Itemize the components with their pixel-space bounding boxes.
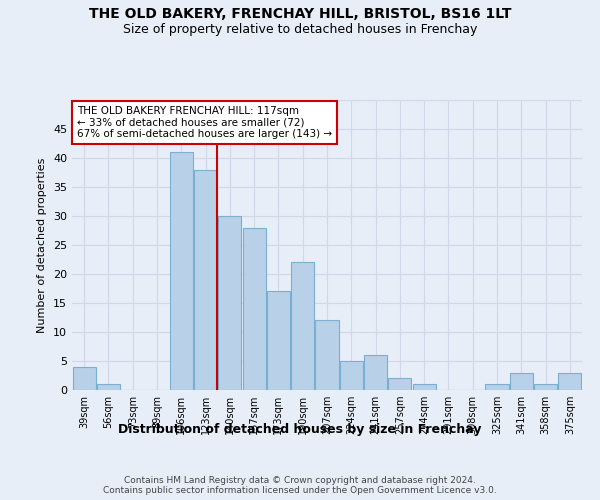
Bar [291, 262, 314, 390]
Bar [194, 170, 217, 390]
Bar [170, 152, 193, 390]
Bar [510, 372, 533, 390]
Bar [267, 292, 290, 390]
Text: Contains HM Land Registry data © Crown copyright and database right 2024.
Contai: Contains HM Land Registry data © Crown c… [103, 476, 497, 495]
Bar [316, 320, 338, 390]
Bar [485, 384, 509, 390]
Bar [534, 384, 557, 390]
Text: THE OLD BAKERY, FRENCHAY HILL, BRISTOL, BS16 1LT: THE OLD BAKERY, FRENCHAY HILL, BRISTOL, … [89, 8, 511, 22]
Bar [413, 384, 436, 390]
Bar [242, 228, 266, 390]
Text: Distribution of detached houses by size in Frenchay: Distribution of detached houses by size … [118, 422, 482, 436]
Bar [388, 378, 412, 390]
Bar [559, 372, 581, 390]
Text: Size of property relative to detached houses in Frenchay: Size of property relative to detached ho… [123, 22, 477, 36]
Bar [340, 361, 363, 390]
Bar [218, 216, 241, 390]
Text: THE OLD BAKERY FRENCHAY HILL: 117sqm
← 33% of detached houses are smaller (72)
6: THE OLD BAKERY FRENCHAY HILL: 117sqm ← 3… [77, 106, 332, 139]
Bar [364, 355, 387, 390]
Y-axis label: Number of detached properties: Number of detached properties [37, 158, 47, 332]
Bar [73, 367, 95, 390]
Bar [97, 384, 120, 390]
